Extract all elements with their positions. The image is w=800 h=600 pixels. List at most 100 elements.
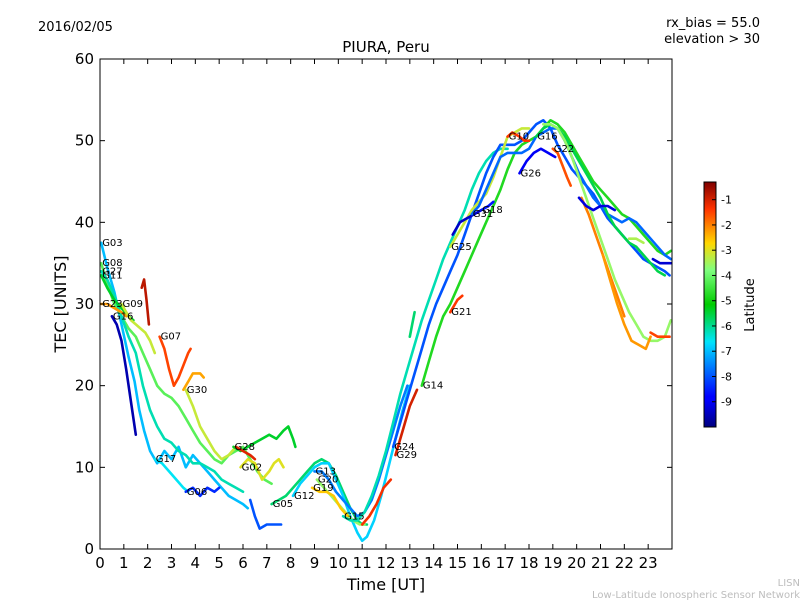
x-tick-label: 13 [400, 554, 419, 572]
series-G12 [291, 384, 412, 543]
prn-label-G27: G27 [102, 266, 122, 277]
y-tick-label: 10 [75, 458, 94, 476]
series-G08 [100, 261, 273, 486]
series-G07 [158, 335, 192, 388]
prn-label-G21: G21 [451, 307, 471, 318]
series-arc-7 [140, 278, 151, 326]
x-tick-label: 5 [214, 554, 224, 572]
prn-label-G08: G08 [102, 258, 122, 269]
prn-label-G22: G22 [554, 144, 574, 155]
prn-label-G28: G28 [235, 442, 255, 453]
colorbar-tick-label: -8 [721, 370, 732, 383]
colorbar-tick-label: -5 [721, 295, 732, 308]
series-G23 [100, 302, 128, 318]
prn-label-G16: G16 [113, 311, 133, 322]
series-arc-9 [182, 372, 205, 392]
series-arc-26 [408, 310, 416, 339]
series-G18 [479, 200, 495, 212]
footer-network: Low-Latitude Ionospheric Sensor Network [592, 590, 800, 600]
series-G09 [120, 302, 157, 355]
series-G05 [270, 457, 369, 526]
series-arc-42 [577, 196, 617, 212]
series-G29 [394, 388, 419, 457]
series-G06 [184, 486, 221, 498]
series-G27 [100, 269, 245, 494]
colorbar-tick-label: -3 [721, 244, 732, 257]
series-arc-40 [627, 237, 645, 245]
series-arc-43 [651, 257, 672, 265]
series-G17 [153, 457, 190, 494]
y-tick-label: 0 [84, 540, 94, 558]
series-G30 [184, 388, 238, 461]
x-tick-label: 0 [95, 554, 105, 572]
x-tick-label: 4 [191, 554, 201, 572]
x-tick-label: 18 [519, 554, 538, 572]
x-tick-label: 23 [639, 554, 658, 572]
prn-label-G02: G02 [242, 462, 262, 473]
x-tick-label: 9 [310, 554, 320, 572]
y-axis-label: TEC [UNITS] [51, 256, 70, 354]
footer-lisn: LISN [778, 578, 800, 589]
y-tick-label: 60 [75, 50, 94, 68]
prn-label-G09: G09 [123, 299, 143, 310]
x-tick-label: 22 [615, 554, 634, 572]
prn-label-G03: G03 [102, 238, 122, 249]
x-tick-label: 3 [167, 554, 177, 572]
prn-label-G26: G26 [521, 168, 541, 179]
series-arc-15 [234, 445, 257, 461]
y-tick-label: 50 [75, 132, 94, 150]
x-tick-label: 10 [329, 554, 348, 572]
prn-label-G16: G16 [537, 132, 557, 143]
series-arc-41 [649, 331, 671, 339]
y-tick-label: 20 [75, 377, 94, 395]
x-tick-label: 11 [353, 554, 372, 572]
series-G16 [110, 314, 138, 437]
colorbar-tick-label: -6 [721, 320, 732, 333]
prn-label-G11: G11 [102, 270, 122, 281]
x-tick-label: 7 [262, 554, 272, 572]
y-axis: 0 10 20 30 40 50 60 [75, 50, 672, 558]
colorbar-tick-label: -4 [721, 269, 732, 282]
colorbar-tick-label: -2 [721, 219, 732, 232]
prn-label-G29: G29 [397, 450, 417, 461]
rx-bias-annotation: rx_bias = 55.0 [666, 16, 760, 31]
prn-label-G15: G15 [344, 511, 364, 522]
prn-label-G05: G05 [273, 499, 293, 510]
x-tick-label: 12 [376, 554, 395, 572]
series-arc-16 [248, 498, 283, 530]
x-tick-label: 2 [143, 554, 153, 572]
series-G13 [313, 384, 409, 518]
prn-label-G17: G17 [156, 454, 176, 465]
series-G10 [506, 131, 531, 142]
x-tick-label: 1 [119, 554, 129, 572]
series-layer [100, 119, 672, 543]
colorbar [703, 181, 717, 428]
prn-label-G30: G30 [187, 385, 207, 396]
series-G25 [448, 127, 531, 249]
prn-label-G07: G07 [161, 332, 181, 343]
x-tick-label: 15 [448, 554, 467, 572]
x-tick-label: 21 [591, 554, 610, 572]
prn-label-G06: G06 [187, 487, 207, 498]
series-G28 [232, 425, 297, 453]
y-tick-label: 40 [75, 213, 94, 231]
x-axis-label: Time [UT] [346, 575, 425, 594]
prn-label-G19: G19 [313, 483, 333, 494]
prn-label-G25: G25 [451, 242, 471, 253]
series-arc-23 [360, 478, 393, 526]
colorbar-tick-label: -7 [721, 345, 732, 358]
series-G22 [551, 147, 573, 187]
prn-label-G31: G31 [473, 209, 493, 220]
colorbar-tick-label: -1 [721, 194, 732, 207]
colorbar-label: Latitude [743, 278, 758, 332]
x-axis: 0 1 2 3 4 5 6 7 8 9 10 11 12 13 14 15 16 17 18 19 20 21 22 23 [95, 59, 658, 572]
x-tick-label: 14 [424, 554, 443, 572]
plot-area [100, 59, 672, 549]
series-arc-30 [451, 208, 483, 236]
x-tick-label: 8 [286, 554, 296, 572]
prn-label-G14: G14 [423, 381, 443, 392]
date-label: 2016/02/05 [38, 20, 113, 35]
prn-label-G10: G10 [509, 132, 529, 143]
x-tick-label: 20 [567, 554, 586, 572]
